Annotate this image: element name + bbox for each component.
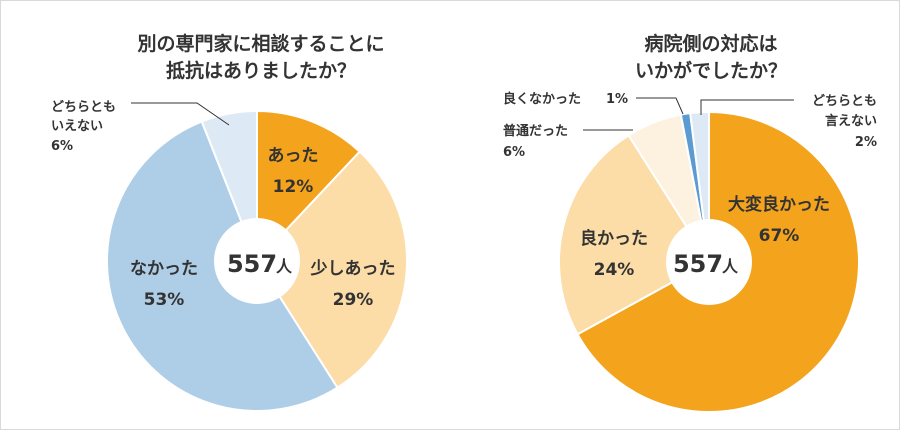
- chart-2-slice-5-leader-line: [700, 99, 794, 115]
- chart-1-title-line-1: 別の専門家に相談することに: [137, 33, 385, 55]
- chart-2-slice-1-value: 67%: [759, 226, 800, 246]
- chart-2-slice-5-value: 2%: [855, 135, 877, 150]
- chart-2-slice-4-leader-line: [636, 97, 684, 115]
- chart-2-center-total: 557: [673, 250, 723, 278]
- chart-2-slice-3-value: 6%: [503, 145, 525, 160]
- chart-1-title: 別の専門家に相談することに 抵抗はありましたか？: [91, 31, 431, 85]
- chart-2-slice-4-label: 良くなかった: [503, 91, 581, 107]
- chart-1-slice-1-value: 12%: [273, 177, 314, 197]
- chart-1-slice-4-value: 6%: [51, 139, 73, 154]
- chart-1-slice-4-label-line-1: どちらとも: [51, 100, 116, 115]
- chart-2-slice-2: [558, 133, 711, 336]
- chart-1-center-unit: 人: [276, 257, 293, 276]
- chart-1-slice-1-label: あった: [268, 146, 319, 166]
- chart-1-slice-4-leader-line: [131, 102, 230, 126]
- chart-2-slices: [558, 110, 860, 413]
- chart-2-slice-3-label: 普通だった: [503, 123, 568, 139]
- chart-2-title-line-2: いかがでしたか？: [634, 60, 787, 82]
- chart-1-title-line-2: 抵抗はありましたか？: [165, 60, 356, 82]
- chart-2-title-line-1: 病院側の対応は: [644, 33, 778, 55]
- chart-1-slice-3-label: なかった: [130, 259, 198, 279]
- chart-1-slices: [106, 109, 408, 412]
- chart-2-slice-4-value: 1%: [606, 92, 628, 107]
- chart-1-slice-2-label: 少しあった: [310, 259, 396, 279]
- chart-2-slice-2-label: 良かった: [580, 228, 648, 249]
- chart-1-slice-2-value: 29%: [333, 290, 374, 310]
- chart-2-slice-5-label-line-1: どちらとも: [812, 94, 877, 109]
- chart-2-slice-5-label-line-2: 言えない: [825, 113, 877, 129]
- chart-2-center-unit: 人: [722, 257, 739, 276]
- chart-1-slice-3-value: 53%: [144, 290, 185, 310]
- chart-2-slice-1-label: 大変良かった: [728, 194, 830, 215]
- chart-1-labels: あった 12% 少しあった 29% なかった 53% どちらとも いえない 6%…: [51, 100, 396, 310]
- chart-2-labels: 大変良かった 67% 良かった 24% 普通だった 6% 良くなかった 1% ど…: [503, 91, 877, 280]
- chart-1-slice-2: [255, 150, 408, 390]
- chart-1-center-hole: [214, 218, 300, 304]
- chart-1-slice-4-label-line-2: いえない: [51, 119, 103, 134]
- chart-2-slice-2-value: 24%: [594, 260, 635, 280]
- chart-2-title: 病院側の対応は いかがでしたか？: [541, 31, 881, 85]
- chart-2-center-hole: [666, 219, 752, 305]
- chart-1-center-total: 557: [227, 250, 277, 278]
- chart-1-slice-1: [256, 109, 362, 264]
